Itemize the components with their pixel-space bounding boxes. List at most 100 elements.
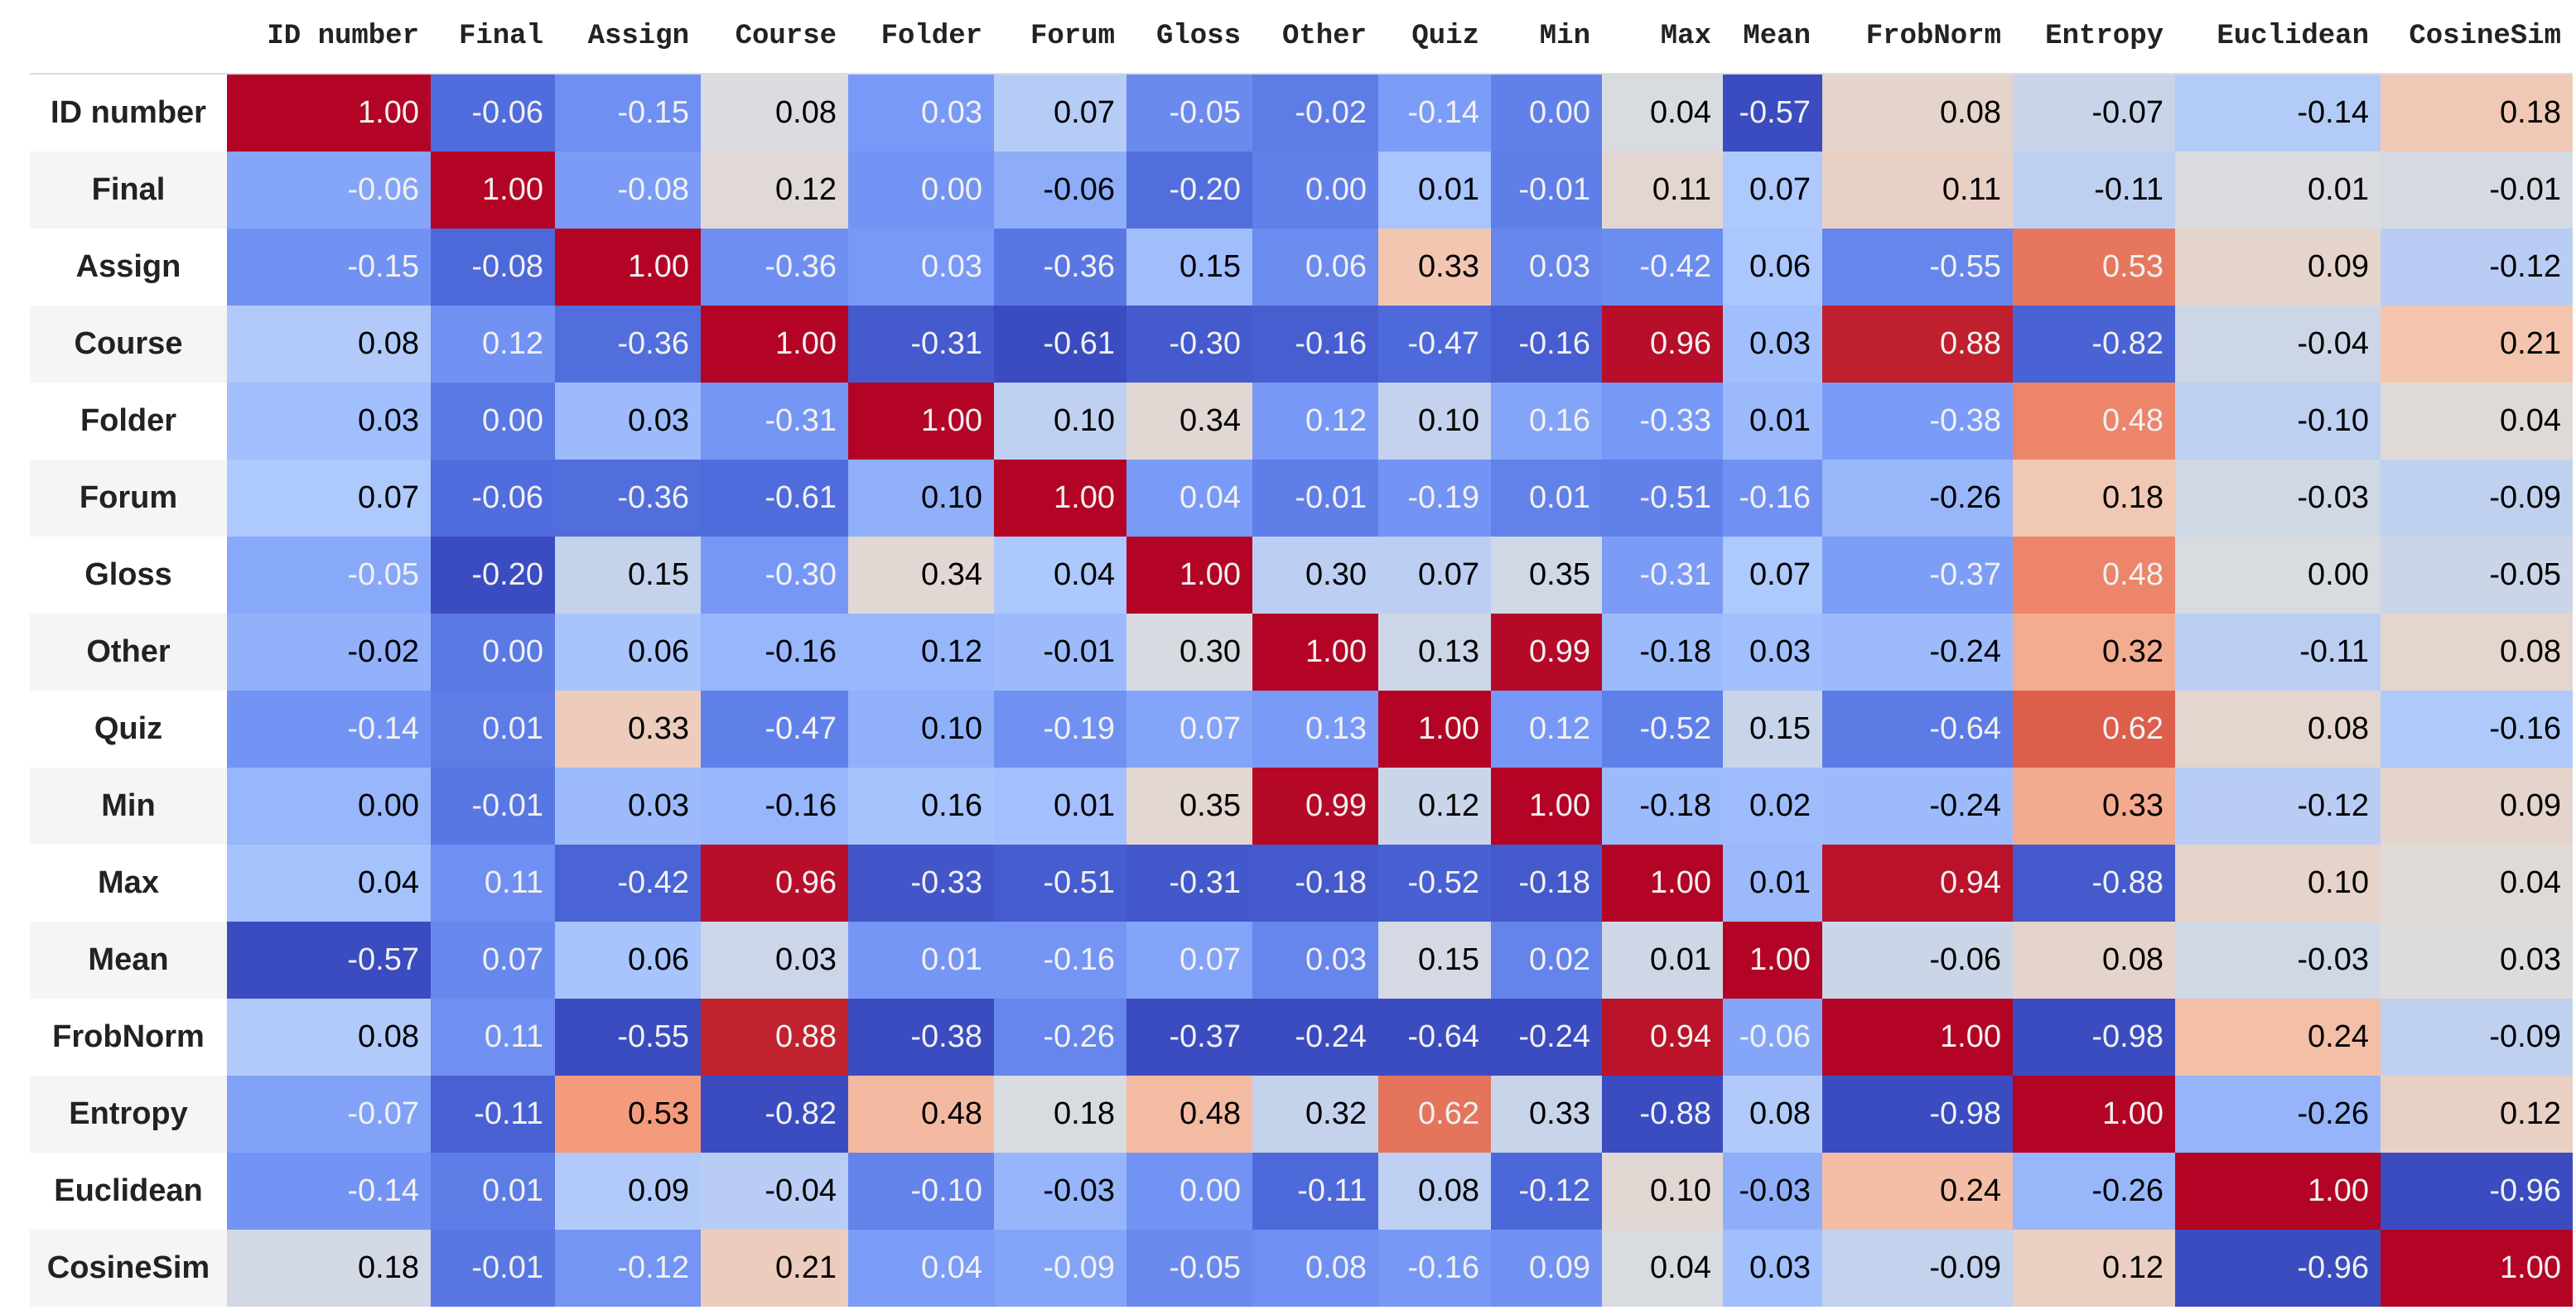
cell: 1.00: [1491, 768, 1602, 845]
cell: -0.02: [227, 614, 431, 691]
cell: 0.18: [994, 1076, 1126, 1153]
cell: 0.04: [227, 845, 431, 922]
column-header: Min: [1491, 0, 1602, 75]
cell: 0.00: [848, 152, 994, 229]
cell: 0.07: [1126, 691, 1252, 768]
cell: 0.35: [1491, 537, 1602, 614]
cell: 0.00: [431, 614, 555, 691]
cell: 0.04: [2381, 845, 2573, 922]
cell: -0.14: [1378, 74, 1491, 152]
table-row: Folder 0.03 0.00 0.03 -0.31 1.00 0.10 0.34 0.12 0…: [30, 383, 2573, 460]
column-header: Max: [1602, 0, 1723, 75]
cell: -0.52: [1378, 845, 1491, 922]
cell: -0.11: [431, 1076, 555, 1153]
cell: 0.10: [994, 383, 1126, 460]
row-header: ID number: [51, 95, 206, 130]
cell: -0.15: [227, 229, 431, 306]
cell: 0.48: [2013, 537, 2175, 614]
cell: -0.20: [431, 537, 555, 614]
cell: 0.12: [431, 306, 555, 383]
cell: -0.14: [227, 1153, 431, 1230]
cell: 1.00: [431, 152, 555, 229]
cell: 0.08: [2175, 691, 2381, 768]
cell: 0.04: [1602, 74, 1723, 152]
cell: -0.01: [994, 614, 1126, 691]
cell: -0.09: [1822, 1230, 2013, 1307]
table-row: Quiz -0.14 0.01 0.33 -0.47 0.10 -0.19 0.07 0.13 1…: [30, 691, 2573, 768]
cell: 0.33: [1378, 229, 1491, 306]
cell: -0.08: [555, 152, 701, 229]
cell: 0.04: [1126, 460, 1252, 537]
cell: 0.32: [1252, 1076, 1378, 1153]
table-row: Max 0.04 0.11 -0.42 0.96 -0.33 -0.51 -0.31 -0.18…: [30, 845, 2573, 922]
cell: -0.06: [1723, 999, 1822, 1076]
row-header: FrobNorm: [52, 1019, 205, 1054]
cell: -0.18: [1252, 845, 1378, 922]
cell: 0.12: [848, 614, 994, 691]
corner-cell: [30, 0, 227, 75]
cell: 0.08: [701, 74, 848, 152]
cell: -0.30: [701, 537, 848, 614]
cell: -0.36: [555, 306, 701, 383]
cell: 0.03: [701, 922, 848, 999]
cell: 0.34: [1126, 383, 1252, 460]
cell: 0.09: [555, 1153, 701, 1230]
correlation-table: ID number Final Assign Course Folder Forum Glo…: [30, 0, 2573, 1307]
cell: -0.26: [1822, 460, 2013, 537]
cell: -0.38: [848, 999, 994, 1076]
cell: -0.31: [1602, 537, 1723, 614]
cell: 0.12: [2013, 1230, 2175, 1307]
cell: 0.32: [2013, 614, 2175, 691]
column-header: FrobNorm: [1822, 0, 2013, 75]
cell: -0.42: [555, 845, 701, 922]
cell: 0.12: [1491, 691, 1602, 768]
cell: 1.00: [2381, 1230, 2573, 1307]
cell: 0.30: [1126, 614, 1252, 691]
cell: 0.08: [1723, 1076, 1822, 1153]
cell: 0.88: [701, 999, 848, 1076]
cell: -0.09: [2381, 999, 2573, 1076]
row-header: Entropy: [30, 1076, 227, 1153]
cell: 0.18: [2013, 460, 2175, 537]
row-header: Min: [30, 768, 227, 845]
cell: 0.07: [994, 74, 1126, 152]
row-header: Gloss: [84, 557, 172, 592]
cell: -0.82: [701, 1076, 848, 1153]
cell: -0.51: [1602, 460, 1723, 537]
cell: 0.03: [1723, 306, 1822, 383]
cell: 0.10: [848, 460, 994, 537]
cell: 0.03: [555, 383, 701, 460]
cell: -0.36: [994, 229, 1126, 306]
column-header: Folder: [848, 0, 994, 75]
cell: -0.51: [994, 845, 1126, 922]
cell: 0.99: [1491, 614, 1602, 691]
cell: -0.10: [2175, 383, 2381, 460]
cell: -0.57: [1723, 74, 1822, 152]
cell: -0.08: [431, 229, 555, 306]
cell: 0.01: [1378, 152, 1491, 229]
cell: -0.24: [1491, 999, 1602, 1076]
cell: 0.24: [1822, 1153, 2013, 1230]
cell: -0.47: [1378, 306, 1491, 383]
column-header: ID number: [227, 0, 431, 75]
cell: -0.06: [994, 152, 1126, 229]
cell: 0.09: [2175, 229, 2381, 306]
cell: -0.06: [431, 74, 555, 152]
cell: 0.30: [1252, 537, 1378, 614]
table-row: Gloss -0.05 -0.20 0.15 -0.30 0.34 0.04 1.00 0.30…: [30, 537, 2573, 614]
cell: 0.01: [848, 922, 994, 999]
cell: 1.00: [848, 383, 994, 460]
cell: -0.06: [227, 152, 431, 229]
cell: 0.02: [1723, 768, 1822, 845]
row-header: Max: [98, 865, 159, 900]
cell: 0.07: [1723, 152, 1822, 229]
cell: 0.21: [701, 1230, 848, 1307]
cell: -0.04: [2175, 306, 2381, 383]
cell: 0.02: [1491, 922, 1602, 999]
cell: -0.42: [1602, 229, 1723, 306]
column-header: Assign: [555, 0, 701, 75]
cell: -0.57: [227, 922, 431, 999]
cell: -0.01: [1491, 152, 1602, 229]
cell: 0.08: [1378, 1153, 1491, 1230]
cell: 0.53: [555, 1076, 701, 1153]
